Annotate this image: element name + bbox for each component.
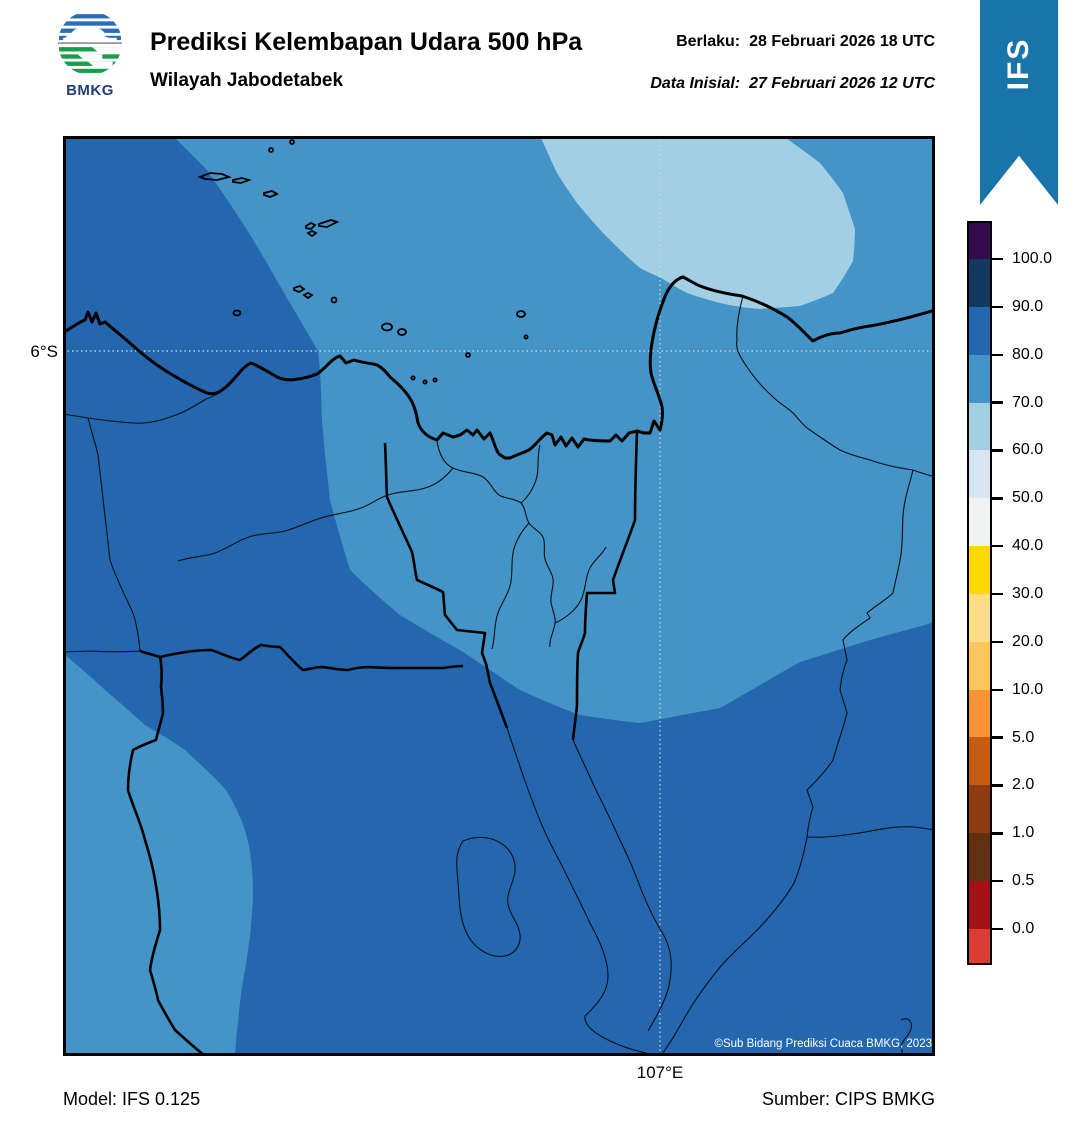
colorbar-tick-label: 60.0 — [1012, 441, 1044, 459]
coastline — [61, 275, 937, 460]
fill-60-70 — [540, 136, 855, 309]
colorbar-segment — [969, 498, 990, 547]
colorbar-tick-mark — [990, 353, 1003, 356]
colorbar-tick-mark — [990, 544, 1003, 548]
bmkg-logo-icon — [58, 11, 122, 75]
valid-time-label: Berlaku: — [676, 33, 741, 50]
colorbar-segment — [969, 737, 990, 786]
valid-time-value: 28 Februari 2026 18 UTC — [749, 33, 935, 50]
colorbar-segment — [969, 450, 990, 499]
colorbar-tick-mark — [990, 879, 1003, 883]
colorbar-tick-label: 50.0 — [1012, 489, 1044, 507]
bmkg-logo-label: BMKG — [66, 82, 114, 99]
colorbar-tick-label: 40.0 — [1012, 537, 1044, 555]
colorbar-tick-label: 70.0 — [1012, 393, 1044, 411]
colorbar-segment — [969, 402, 990, 451]
colorbar-segment — [969, 880, 990, 929]
colorbar-tick-label: 2.0 — [1012, 776, 1035, 794]
colorbar-tick-label: 100.0 — [1012, 250, 1053, 267]
colorbar-segment — [969, 641, 990, 690]
map-border — [63, 136, 935, 1056]
colorbar-segment — [969, 223, 990, 259]
initial-time-label: Data Inisial: — [650, 75, 741, 92]
colorbar-tick-mark — [990, 784, 1003, 787]
latitude-label: 6°S — [30, 342, 58, 361]
colorbar-segment — [969, 306, 990, 355]
colorbar-tick-label: 5.0 — [1012, 728, 1035, 746]
valid-time-line: Berlaku: 28 Februari 2026 18 UTC — [676, 33, 935, 51]
source-label: Sumber: CIPS BMKG — [761, 1089, 935, 1109]
colorbar-segment — [969, 546, 990, 594]
colorbar-tick-mark — [990, 640, 1003, 644]
colorbar-segment — [969, 259, 990, 307]
bmkg-logo: BMKG — [53, 10, 127, 99]
page-title: Prediksi Kelembapan Udara 500 hPa — [150, 28, 583, 56]
colorbar-tick-label: 90.0 — [1012, 297, 1044, 315]
colorbar-tick-mark — [990, 305, 1003, 309]
colorbar-tick-label: 10.0 — [1012, 680, 1044, 698]
fill-80-90 — [63, 136, 935, 1056]
colorbar-tick-mark — [990, 449, 1003, 452]
colorbar-tick-mark — [990, 927, 1003, 931]
colorbar-tick-mark — [990, 688, 1003, 691]
colorbar-tick-mark — [990, 497, 1003, 500]
colorbar — [967, 221, 992, 965]
colorbar-segment — [969, 833, 990, 881]
colorbar-tick-label: 0.5 — [1012, 872, 1035, 890]
map-copyright: ©Sub Bidang Prediksi Cuaca BMKG, 2023 — [714, 1038, 932, 1050]
colorbar-tick-label: 20.0 — [1012, 632, 1044, 650]
initial-time-line: Data Inisial: 27 Februari 2026 12 UTC — [650, 75, 935, 93]
province-boundaries-thick — [126, 430, 639, 1058]
model-ribbon-label: IFS — [1002, 37, 1035, 91]
colorbar-tick-label: 80.0 — [1012, 345, 1044, 363]
longitude-label: 107°E — [636, 1063, 684, 1082]
model-ribbon: IFS — [980, 0, 1058, 205]
islands — [197, 139, 529, 385]
colorbar-tick-label: 30.0 — [1012, 584, 1044, 602]
colorbar-tick-mark — [990, 592, 1003, 596]
humidity-contour-map: ©Sub Bidang Prediksi Cuaca BMKG, 2023 — [61, 136, 937, 1058]
colorbar-tick-label: 1.0 — [1012, 824, 1035, 842]
colorbar-tick-mark — [990, 832, 1003, 835]
colorbar-segments — [969, 223, 990, 963]
colorbar-tick-mark — [990, 257, 1003, 261]
colorbar-segment — [969, 928, 990, 963]
colorbar-segment — [969, 785, 990, 834]
colorbar-tick-label: 0.0 — [1012, 919, 1035, 937]
admin-boundaries-thin — [62, 295, 936, 1057]
model-label: Model: IFS 0.125 — [63, 1089, 201, 1109]
initial-time-value: 27 Februari 2026 12 UTC — [749, 75, 935, 92]
map-canvas: ©Sub Bidang Prediksi Cuaca BMKG, 2023 — [61, 136, 937, 1058]
colorbar-segment — [969, 593, 990, 642]
colorbar-segment — [969, 689, 990, 738]
colorbar-tick-mark — [990, 736, 1003, 739]
fill-70-80-southwest — [63, 653, 253, 1056]
colorbar-segment — [969, 354, 990, 403]
colorbar-tick-mark — [990, 401, 1003, 404]
region-subtitle: Wilayah Jabodetabek — [150, 70, 344, 91]
